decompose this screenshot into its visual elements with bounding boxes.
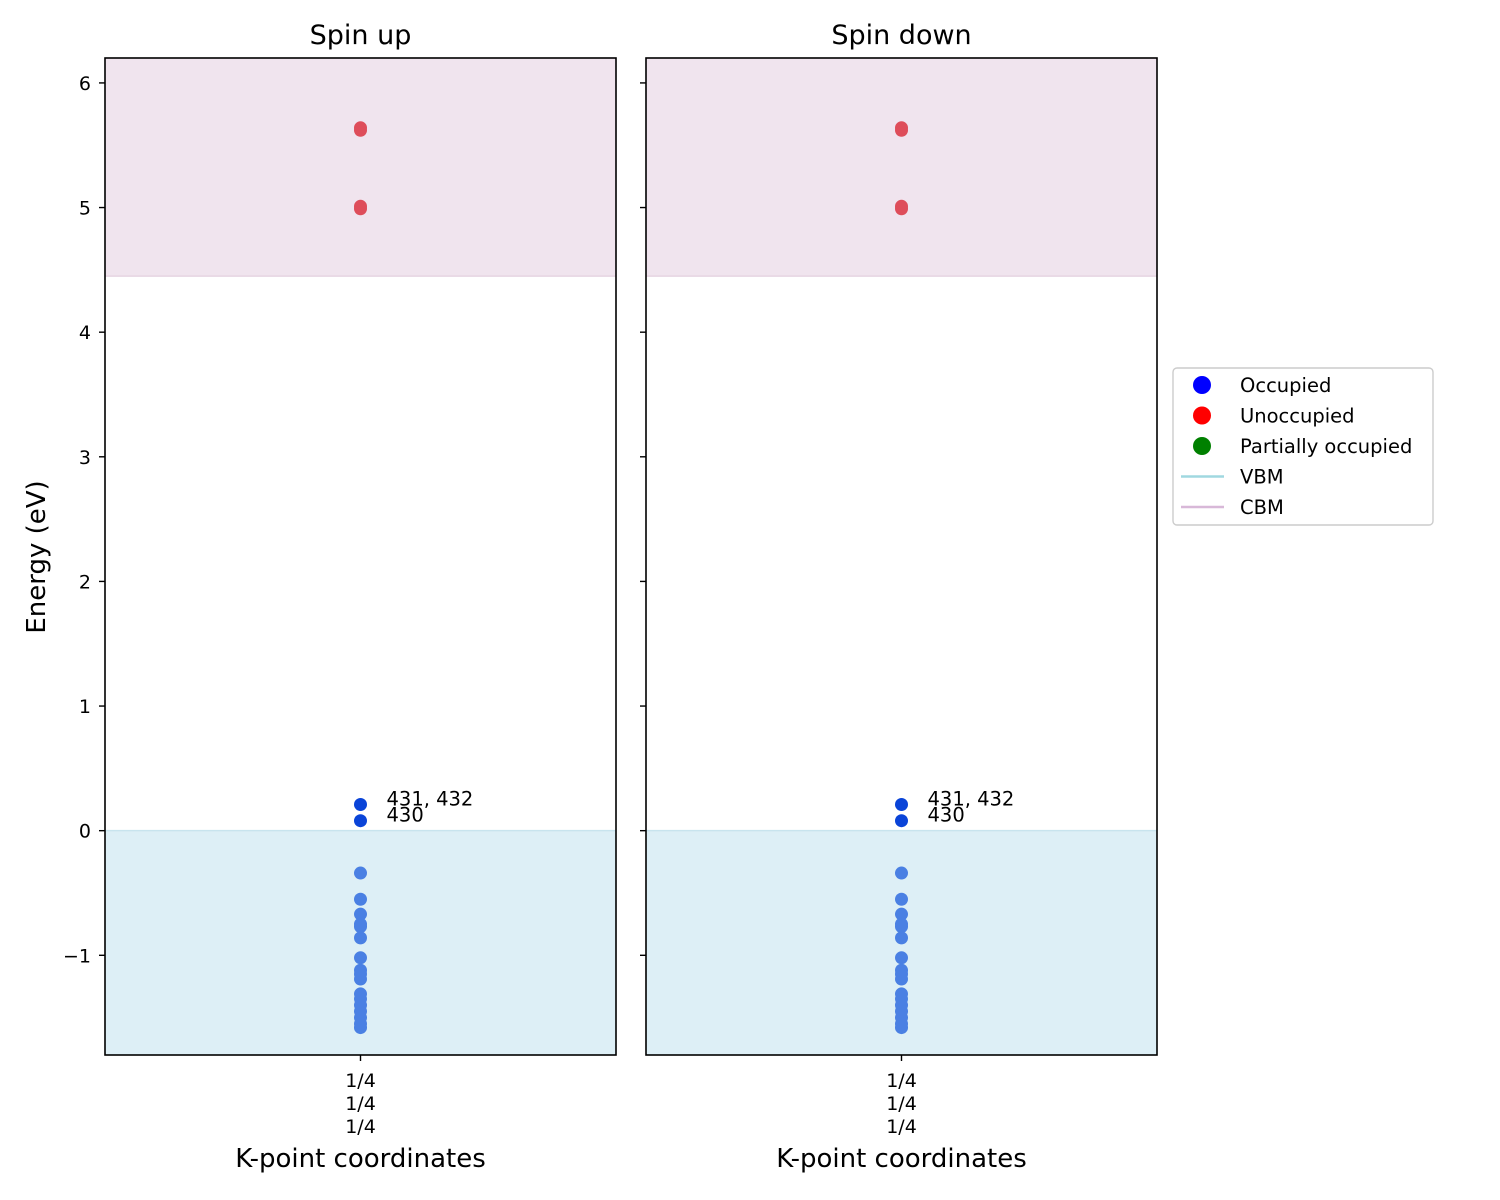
unoccupied-point [354, 199, 367, 213]
occupied-point [895, 907, 908, 921]
x-axis-label: K-point coordinates [776, 1144, 1027, 1174]
y-tick-label: 2 [79, 571, 91, 593]
occupied-highlight-point [895, 814, 908, 828]
occupied-point [895, 951, 908, 965]
y-tick-label: 1 [79, 696, 91, 718]
x-tick-label: 1/4 [886, 1116, 917, 1138]
legend-item: CBM [1181, 496, 1284, 519]
legend: Occupied Unoccupied Partially occupied VBM C… [1172, 367, 1434, 526]
level-annotation: 430 [928, 804, 965, 827]
y-tick-label: 3 [79, 447, 91, 469]
occupied-highlight-point [354, 798, 367, 812]
legend-label: VBM [1240, 466, 1284, 489]
x-tick-label: 1/4 [886, 1093, 917, 1115]
occupied-highlight-point [354, 814, 367, 828]
panel-title: Spin down [831, 20, 971, 51]
occupied-point [895, 963, 908, 977]
y-tick-label: 6 [79, 73, 91, 95]
occupied-point [895, 917, 908, 931]
occupied-point [354, 951, 367, 965]
panel-title: Spin up [310, 20, 412, 51]
legend-label: Occupied [1240, 374, 1331, 397]
legend-frame [1172, 367, 1434, 526]
x-tick-label: 1/4 [886, 1070, 917, 1092]
occupied-point [354, 892, 367, 906]
occupied-point [895, 892, 908, 906]
legend-marker [1193, 437, 1211, 455]
legend-item: VBM [1181, 466, 1284, 489]
legend-label: CBM [1240, 496, 1284, 519]
level-annotation: 431, 432 [928, 788, 1015, 811]
occupied-point [354, 907, 367, 921]
occupied-point [354, 917, 367, 931]
legend-label: Unoccupied [1240, 405, 1355, 428]
occupied-point [895, 866, 908, 880]
unoccupied-point [354, 121, 367, 135]
legend-marker [1193, 406, 1211, 425]
occupied-highlight-point [895, 798, 908, 812]
occupied-point [895, 987, 908, 1001]
y-tick-label: −1 [63, 945, 91, 967]
occupied-point [354, 963, 367, 977]
legend-marker [1193, 376, 1211, 394]
legend-item: Partially occupied [1193, 435, 1412, 458]
occupied-point [354, 866, 367, 880]
cbm-region [646, 58, 1157, 277]
y-tick-label: 0 [79, 821, 91, 843]
x-tick-label: 1/4 [345, 1070, 376, 1092]
cbm-region [105, 58, 616, 277]
level-annotation: 430 [387, 804, 424, 827]
legend-item: Unoccupied [1193, 405, 1355, 428]
level-annotation: 431, 432 [387, 788, 474, 811]
y-tick-label: 5 [79, 198, 91, 220]
legend-item: Occupied [1193, 374, 1331, 397]
x-axis-label: K-point coordinates [235, 1144, 486, 1174]
x-tick-label: 1/4 [345, 1093, 376, 1115]
occupied-point [354, 987, 367, 1001]
unoccupied-point [895, 121, 908, 135]
unoccupied-point [895, 199, 908, 213]
y-axis-label: Energy (eV) [22, 480, 52, 633]
occupied-point [895, 931, 908, 945]
y-tick-label: 4 [79, 322, 91, 344]
legend-label: Partially occupied [1240, 435, 1412, 458]
x-tick-label: 1/4 [345, 1116, 376, 1138]
occupied-point [354, 931, 367, 945]
